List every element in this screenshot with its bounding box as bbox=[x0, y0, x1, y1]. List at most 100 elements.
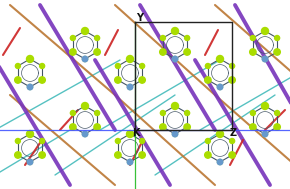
Circle shape bbox=[160, 50, 165, 54]
Circle shape bbox=[229, 77, 235, 83]
Circle shape bbox=[218, 84, 222, 90]
Circle shape bbox=[160, 49, 166, 55]
Circle shape bbox=[230, 153, 235, 157]
Circle shape bbox=[218, 57, 222, 61]
Circle shape bbox=[115, 77, 121, 83]
Circle shape bbox=[128, 57, 133, 61]
Circle shape bbox=[70, 49, 76, 55]
Circle shape bbox=[81, 28, 88, 35]
Circle shape bbox=[185, 36, 190, 40]
Circle shape bbox=[250, 125, 255, 129]
Circle shape bbox=[15, 64, 20, 68]
Circle shape bbox=[70, 124, 76, 130]
Circle shape bbox=[229, 152, 235, 158]
Circle shape bbox=[27, 84, 33, 90]
Circle shape bbox=[40, 77, 45, 83]
Circle shape bbox=[70, 36, 75, 40]
Circle shape bbox=[160, 125, 165, 129]
Circle shape bbox=[128, 132, 133, 136]
Circle shape bbox=[139, 153, 145, 157]
Circle shape bbox=[82, 29, 88, 33]
Circle shape bbox=[26, 130, 34, 138]
Circle shape bbox=[39, 152, 45, 158]
Circle shape bbox=[275, 36, 280, 40]
Circle shape bbox=[27, 159, 33, 165]
Circle shape bbox=[217, 84, 223, 90]
Circle shape bbox=[262, 131, 268, 137]
Text: K: K bbox=[132, 128, 140, 138]
Circle shape bbox=[262, 132, 267, 136]
Circle shape bbox=[274, 49, 280, 55]
Circle shape bbox=[26, 56, 34, 63]
Circle shape bbox=[205, 77, 211, 83]
Circle shape bbox=[139, 77, 145, 83]
Circle shape bbox=[185, 50, 190, 54]
Circle shape bbox=[115, 139, 120, 143]
Circle shape bbox=[115, 77, 120, 83]
Circle shape bbox=[81, 102, 88, 109]
Circle shape bbox=[126, 130, 133, 138]
Circle shape bbox=[230, 139, 235, 143]
Circle shape bbox=[250, 36, 255, 40]
Circle shape bbox=[250, 50, 255, 54]
Circle shape bbox=[28, 132, 32, 136]
Circle shape bbox=[28, 57, 32, 61]
Circle shape bbox=[15, 77, 20, 83]
Circle shape bbox=[28, 84, 32, 90]
Circle shape bbox=[139, 64, 145, 68]
Circle shape bbox=[126, 56, 133, 63]
Circle shape bbox=[217, 56, 224, 63]
Circle shape bbox=[262, 29, 267, 33]
Circle shape bbox=[173, 57, 177, 61]
Circle shape bbox=[218, 160, 222, 164]
Text: Y: Y bbox=[137, 13, 144, 23]
Circle shape bbox=[230, 77, 235, 83]
Circle shape bbox=[70, 111, 75, 115]
Circle shape bbox=[275, 50, 280, 54]
Circle shape bbox=[94, 124, 100, 130]
Circle shape bbox=[127, 159, 133, 165]
Circle shape bbox=[173, 132, 177, 136]
Circle shape bbox=[82, 57, 88, 61]
Circle shape bbox=[115, 64, 120, 68]
Circle shape bbox=[172, 131, 178, 137]
Circle shape bbox=[95, 50, 100, 54]
Circle shape bbox=[250, 124, 256, 130]
Circle shape bbox=[218, 132, 222, 136]
Circle shape bbox=[39, 77, 45, 83]
Circle shape bbox=[230, 64, 235, 68]
Circle shape bbox=[205, 139, 210, 143]
Circle shape bbox=[82, 56, 88, 62]
Circle shape bbox=[139, 77, 145, 83]
Circle shape bbox=[28, 160, 32, 164]
Circle shape bbox=[40, 139, 45, 143]
Circle shape bbox=[250, 111, 255, 115]
Circle shape bbox=[185, 111, 190, 115]
Circle shape bbox=[128, 84, 133, 90]
Circle shape bbox=[250, 49, 256, 55]
Circle shape bbox=[15, 77, 21, 83]
Circle shape bbox=[82, 132, 88, 136]
Circle shape bbox=[139, 152, 145, 158]
Circle shape bbox=[94, 49, 100, 55]
Circle shape bbox=[205, 64, 210, 68]
Circle shape bbox=[15, 152, 21, 158]
Circle shape bbox=[40, 153, 45, 157]
Circle shape bbox=[217, 130, 224, 138]
Circle shape bbox=[82, 131, 88, 137]
Circle shape bbox=[262, 102, 269, 109]
Circle shape bbox=[275, 111, 280, 115]
Circle shape bbox=[184, 49, 190, 55]
Circle shape bbox=[173, 29, 177, 33]
Circle shape bbox=[82, 104, 88, 108]
Text: Z: Z bbox=[229, 128, 237, 138]
Circle shape bbox=[274, 124, 280, 130]
Circle shape bbox=[262, 56, 268, 62]
Circle shape bbox=[262, 104, 267, 108]
Circle shape bbox=[128, 160, 133, 164]
Circle shape bbox=[275, 125, 280, 129]
Circle shape bbox=[15, 139, 20, 143]
Circle shape bbox=[127, 84, 133, 90]
Circle shape bbox=[172, 56, 178, 62]
Circle shape bbox=[217, 159, 223, 165]
